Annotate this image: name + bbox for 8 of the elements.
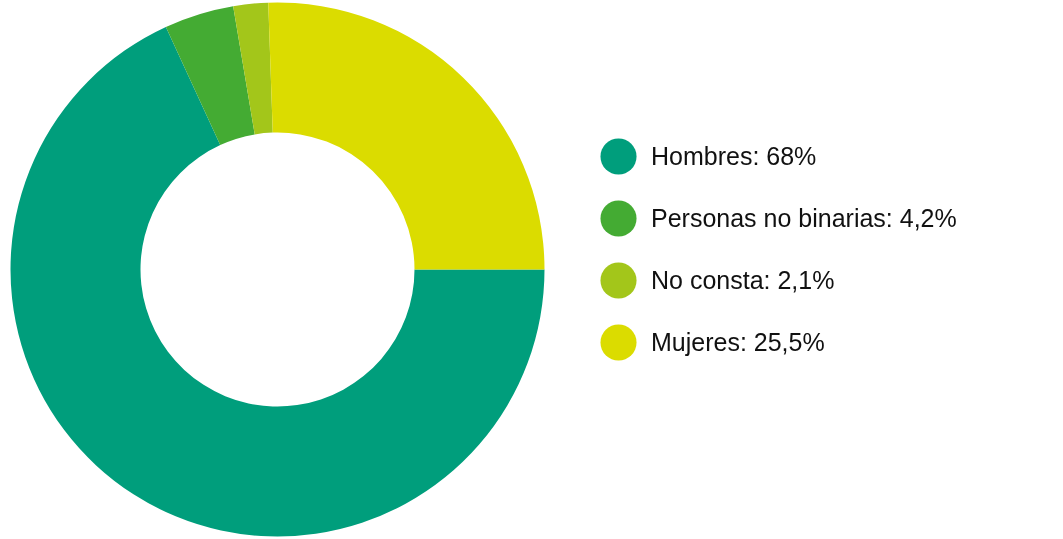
donut-slice bbox=[10, 26, 545, 537]
donut-slice bbox=[268, 2, 545, 270]
legend-label: Hombres: 68% bbox=[651, 141, 817, 170]
donut-slice bbox=[233, 2, 273, 135]
donut-slice bbox=[165, 6, 255, 146]
legend-label: Mujeres: 25,5% bbox=[651, 327, 825, 356]
legend-label: No consta: 2,1% bbox=[651, 265, 835, 294]
legend-label: Personas no binarias: 4,2% bbox=[651, 203, 957, 232]
